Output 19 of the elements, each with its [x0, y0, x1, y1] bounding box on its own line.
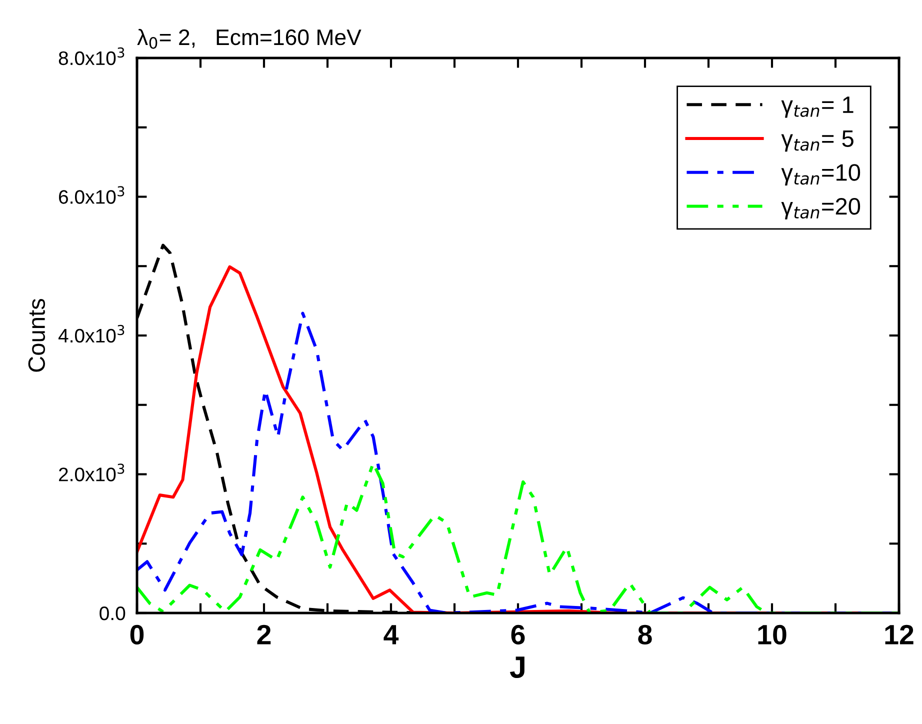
x-tick-label: 6	[511, 624, 525, 645]
x-tick-label: 0	[130, 624, 144, 645]
y-tick-label: 6.0x10$^{3}$	[59, 186, 124, 204]
y-tick-label: 2.0x10$^{3}$	[59, 464, 124, 482]
legend-label: γ$_{tan}$= 1	[781, 96, 854, 118]
x-axis-title: J	[510, 656, 524, 678]
x-tick-label: 2	[257, 624, 271, 644]
y-axis-title: Counts	[28, 298, 46, 372]
legend-label: γ$_{tan}$= 5	[781, 130, 854, 152]
x-tick-label: 12	[885, 624, 914, 644]
y-tick-label: 0.0	[100, 606, 126, 620]
legend-label: γ$_{tan}$=20	[781, 198, 860, 220]
x-tick-label: 10	[758, 624, 786, 645]
y-tick-label: 8.0x10$^{3}$	[58, 47, 124, 66]
legend-label: γ$_{tan}$=10	[781, 164, 860, 186]
chart-title: λ$_{0}$= 2, Ecm=160 MeV	[137, 28, 362, 49]
y-tick-label: 4.0x10$^{3}$	[58, 324, 124, 343]
x-tick-label: 4	[384, 625, 399, 644]
x-tick-label: 8	[638, 624, 652, 645]
